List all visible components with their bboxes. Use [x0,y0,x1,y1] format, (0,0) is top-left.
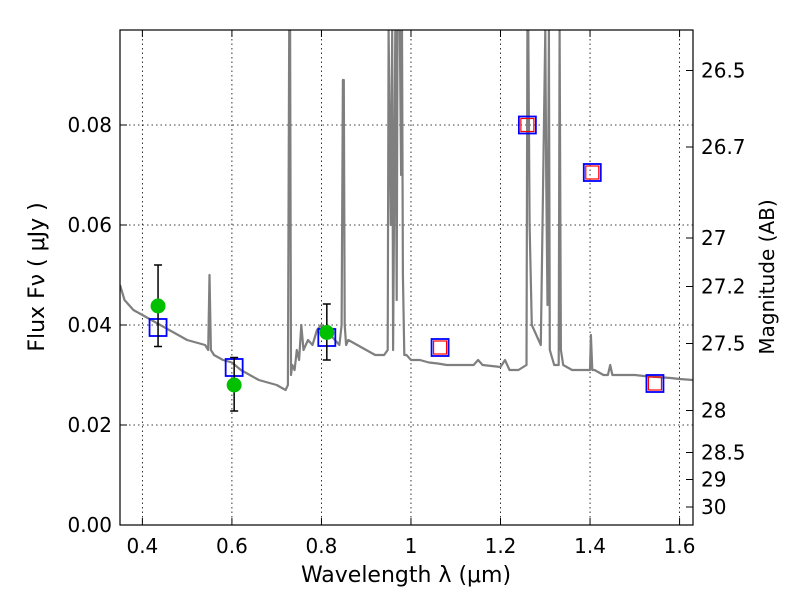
model-square-marker [517,115,537,135]
y-axis-label: Flux Fν ( μJy ) [25,202,50,351]
spectrum-line [120,30,693,392]
right-tick-label: 30 [701,495,726,519]
right-tick-label: 29 [701,468,726,492]
observed-square-marker [585,165,600,180]
axis-ticks: 0.4 0.6 0.8 1 1.2 1.4 1.6 0.00 0.02 0.04 0.06 0.08 2… [67,30,746,558]
right-tick-label: 28.5 [701,441,746,465]
y-tick-label: 0.00 [67,513,112,537]
x-tick-label: 1.6 [664,534,696,558]
detection-point [319,325,335,340]
x-tick-label: 0.8 [306,534,338,558]
y-tick-label: 0.08 [67,113,112,137]
y-tick-label: 0.04 [67,313,112,337]
observed-square-marker [647,376,663,391]
grid-lines [120,30,693,525]
model-square-marker [645,374,665,393]
x-tick-label: 1.4 [574,534,606,558]
right-tick-label: 27.5 [701,332,746,356]
right-tick-label: 26.7 [701,135,746,159]
right-tick-label: 28 [701,399,726,423]
observed-square-marker [520,117,535,133]
x-tick-label: 0.4 [126,534,158,558]
plot-frame [119,29,694,526]
model-square-marker [430,338,450,357]
detection-point [226,377,242,393]
y-tick-label: 0.02 [67,413,112,437]
right-tick-label: 26.5 [701,59,746,83]
x-tick-label: 1 [405,534,418,558]
photometry-layer [148,115,665,412]
x-tick-label: 0.6 [216,534,248,558]
x-tick-label: 1.2 [485,534,517,558]
detection-point [150,298,166,314]
right-tick-label: 27.2 [701,275,746,299]
y-tick-label: 0.06 [67,213,112,237]
y-axis-right-label: Magnitude (AB) [755,199,779,354]
right-tick-label: 27 [701,226,726,250]
x-axis-label: Wavelength λ (μm) [301,563,511,588]
spectrum-layer [120,30,693,392]
observed-square-marker [432,340,448,355]
model-square-marker [582,163,602,182]
